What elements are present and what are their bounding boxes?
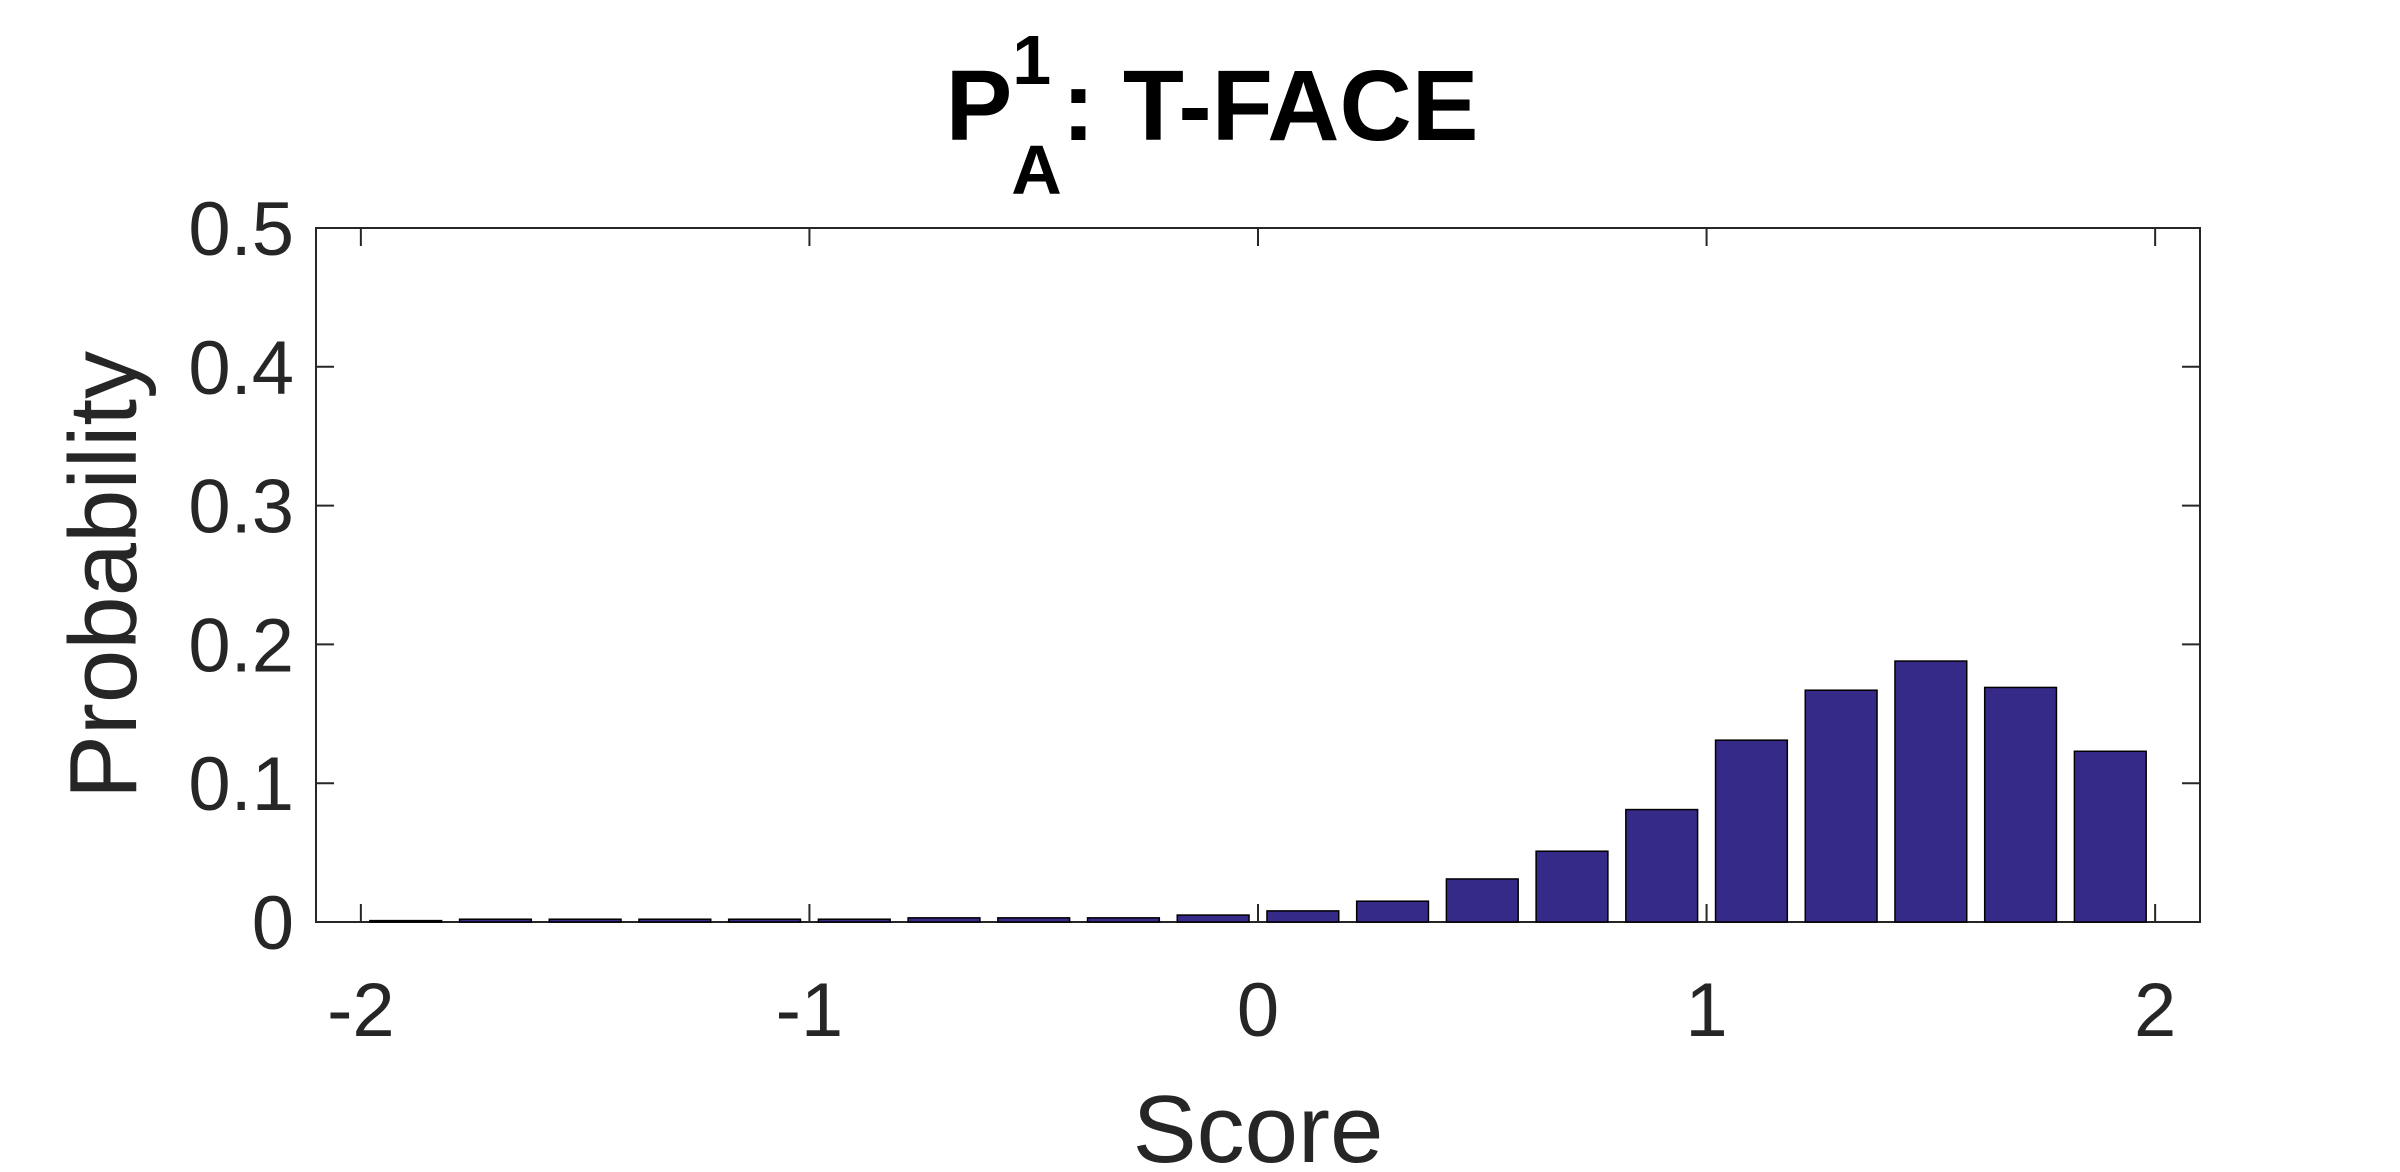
y-tick-label: 0 (252, 881, 294, 966)
bars-group (369, 660, 2147, 923)
y-tick-labels: 0 0.1 0.2 0.3 0.4 0.5 (188, 187, 294, 966)
bar (1625, 808, 1699, 923)
bar (997, 917, 1071, 923)
y-tick-label: 0.1 (188, 742, 294, 827)
y-tick-label: 0.3 (188, 465, 294, 550)
y-tick-label: 0.4 (188, 326, 294, 411)
bar (727, 918, 802, 923)
bar (1983, 686, 2058, 923)
bar (1535, 850, 1609, 923)
bar (1176, 914, 1250, 923)
bar (458, 918, 533, 923)
bar (548, 918, 622, 923)
x-tick-label: 1 (1685, 968, 1727, 1053)
bar (369, 919, 443, 923)
x-tick-labels: -2 -1 0 1 2 (327, 968, 2176, 1053)
x-axis-label: Score (1133, 1076, 1384, 1172)
bar (907, 917, 981, 923)
x-tick-label: 2 (2134, 968, 2176, 1053)
y-tick-label: 0.5 (188, 187, 294, 272)
y-tick-label: 0.2 (188, 603, 294, 688)
title-suffix: : T-FACE (1062, 50, 1479, 162)
x-tick-label: -2 (327, 968, 395, 1053)
bar (1894, 660, 1968, 923)
title-superscript: 1 (1012, 21, 1051, 99)
bar (2073, 750, 2147, 923)
chart-title: P1 A: T-FACE (946, 21, 1479, 209)
ticks-group (316, 227, 2200, 923)
y-axis-label: Probability (50, 351, 157, 799)
bar (1086, 917, 1161, 923)
bar (1445, 878, 1519, 923)
bar (1714, 739, 1789, 923)
title-base: P (946, 50, 1013, 162)
x-tick-label: 0 (1237, 968, 1279, 1053)
title-subscript: A (1011, 131, 1062, 209)
bar (1804, 689, 1878, 923)
bar (817, 918, 891, 923)
bar (1266, 910, 1340, 923)
x-tick-label: -1 (776, 968, 844, 1053)
bar (1355, 900, 1430, 923)
bar (638, 918, 712, 923)
